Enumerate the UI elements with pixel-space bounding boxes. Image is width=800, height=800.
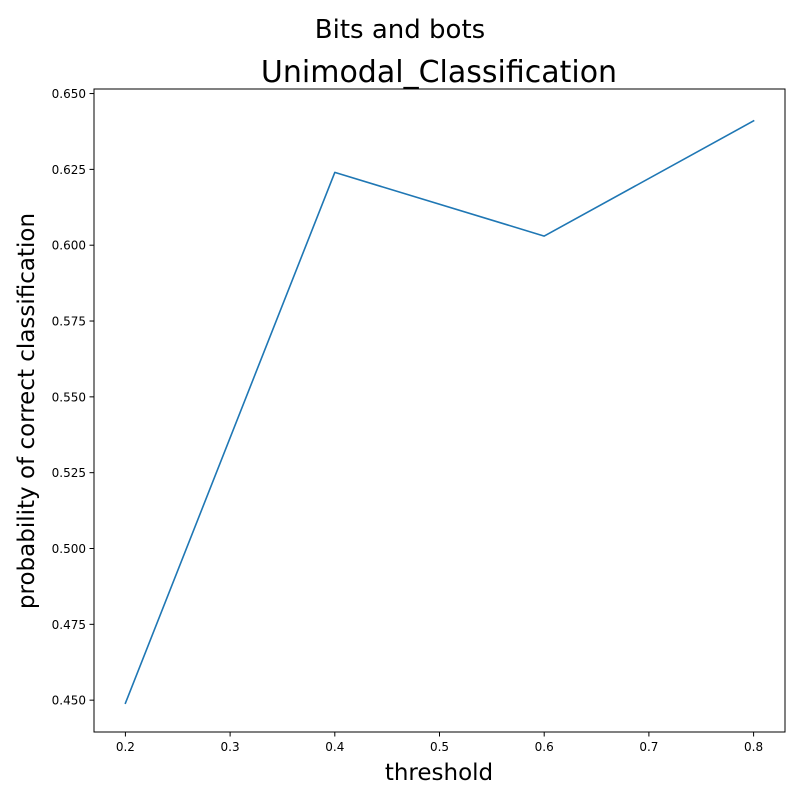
- y-tick-label: 0.450: [52, 694, 86, 708]
- y-tick-label: 0.525: [52, 466, 86, 480]
- figure-suptitle: Bits and bots: [315, 15, 485, 45]
- x-tick-label: 0.8: [744, 740, 763, 754]
- x-tick-label: 0.7: [639, 740, 658, 754]
- y-tick-label: 0.600: [52, 239, 86, 253]
- series-group: [124, 119, 755, 705]
- x-axis: 0.2 0.3 0.4 0.5 0.6 0.7 0.8: [116, 732, 763, 754]
- y-tick-label: 0.650: [52, 87, 86, 101]
- y-tick-label: 0.500: [52, 542, 86, 556]
- series-line: [124, 119, 755, 705]
- y-tick-label: 0.550: [52, 390, 86, 404]
- x-tick-label: 0.6: [535, 740, 554, 754]
- x-tick-label: 0.2: [116, 740, 135, 754]
- x-tick-label: 0.4: [325, 740, 344, 754]
- x-tick-label: 0.3: [221, 740, 240, 754]
- x-tick-label: 0.5: [430, 740, 449, 754]
- y-axis-label: probability of correct classification: [14, 213, 40, 609]
- y-tick-label: 0.575: [52, 315, 86, 329]
- x-axis-label: threshold: [385, 760, 493, 786]
- y-tick-label: 0.625: [52, 163, 86, 177]
- y-axis: 0.450 0.475 0.500 0.525 0.550 0.575 0.600 0.625…: [52, 87, 94, 708]
- chart-title: Unimodal_Classification: [261, 55, 617, 90]
- y-tick-label: 0.475: [52, 618, 86, 632]
- plot-area: 0.2 0.3 0.4 0.5 0.6 0.7 0.8 0.450 0.475 0.500 0.5…: [52, 87, 786, 754]
